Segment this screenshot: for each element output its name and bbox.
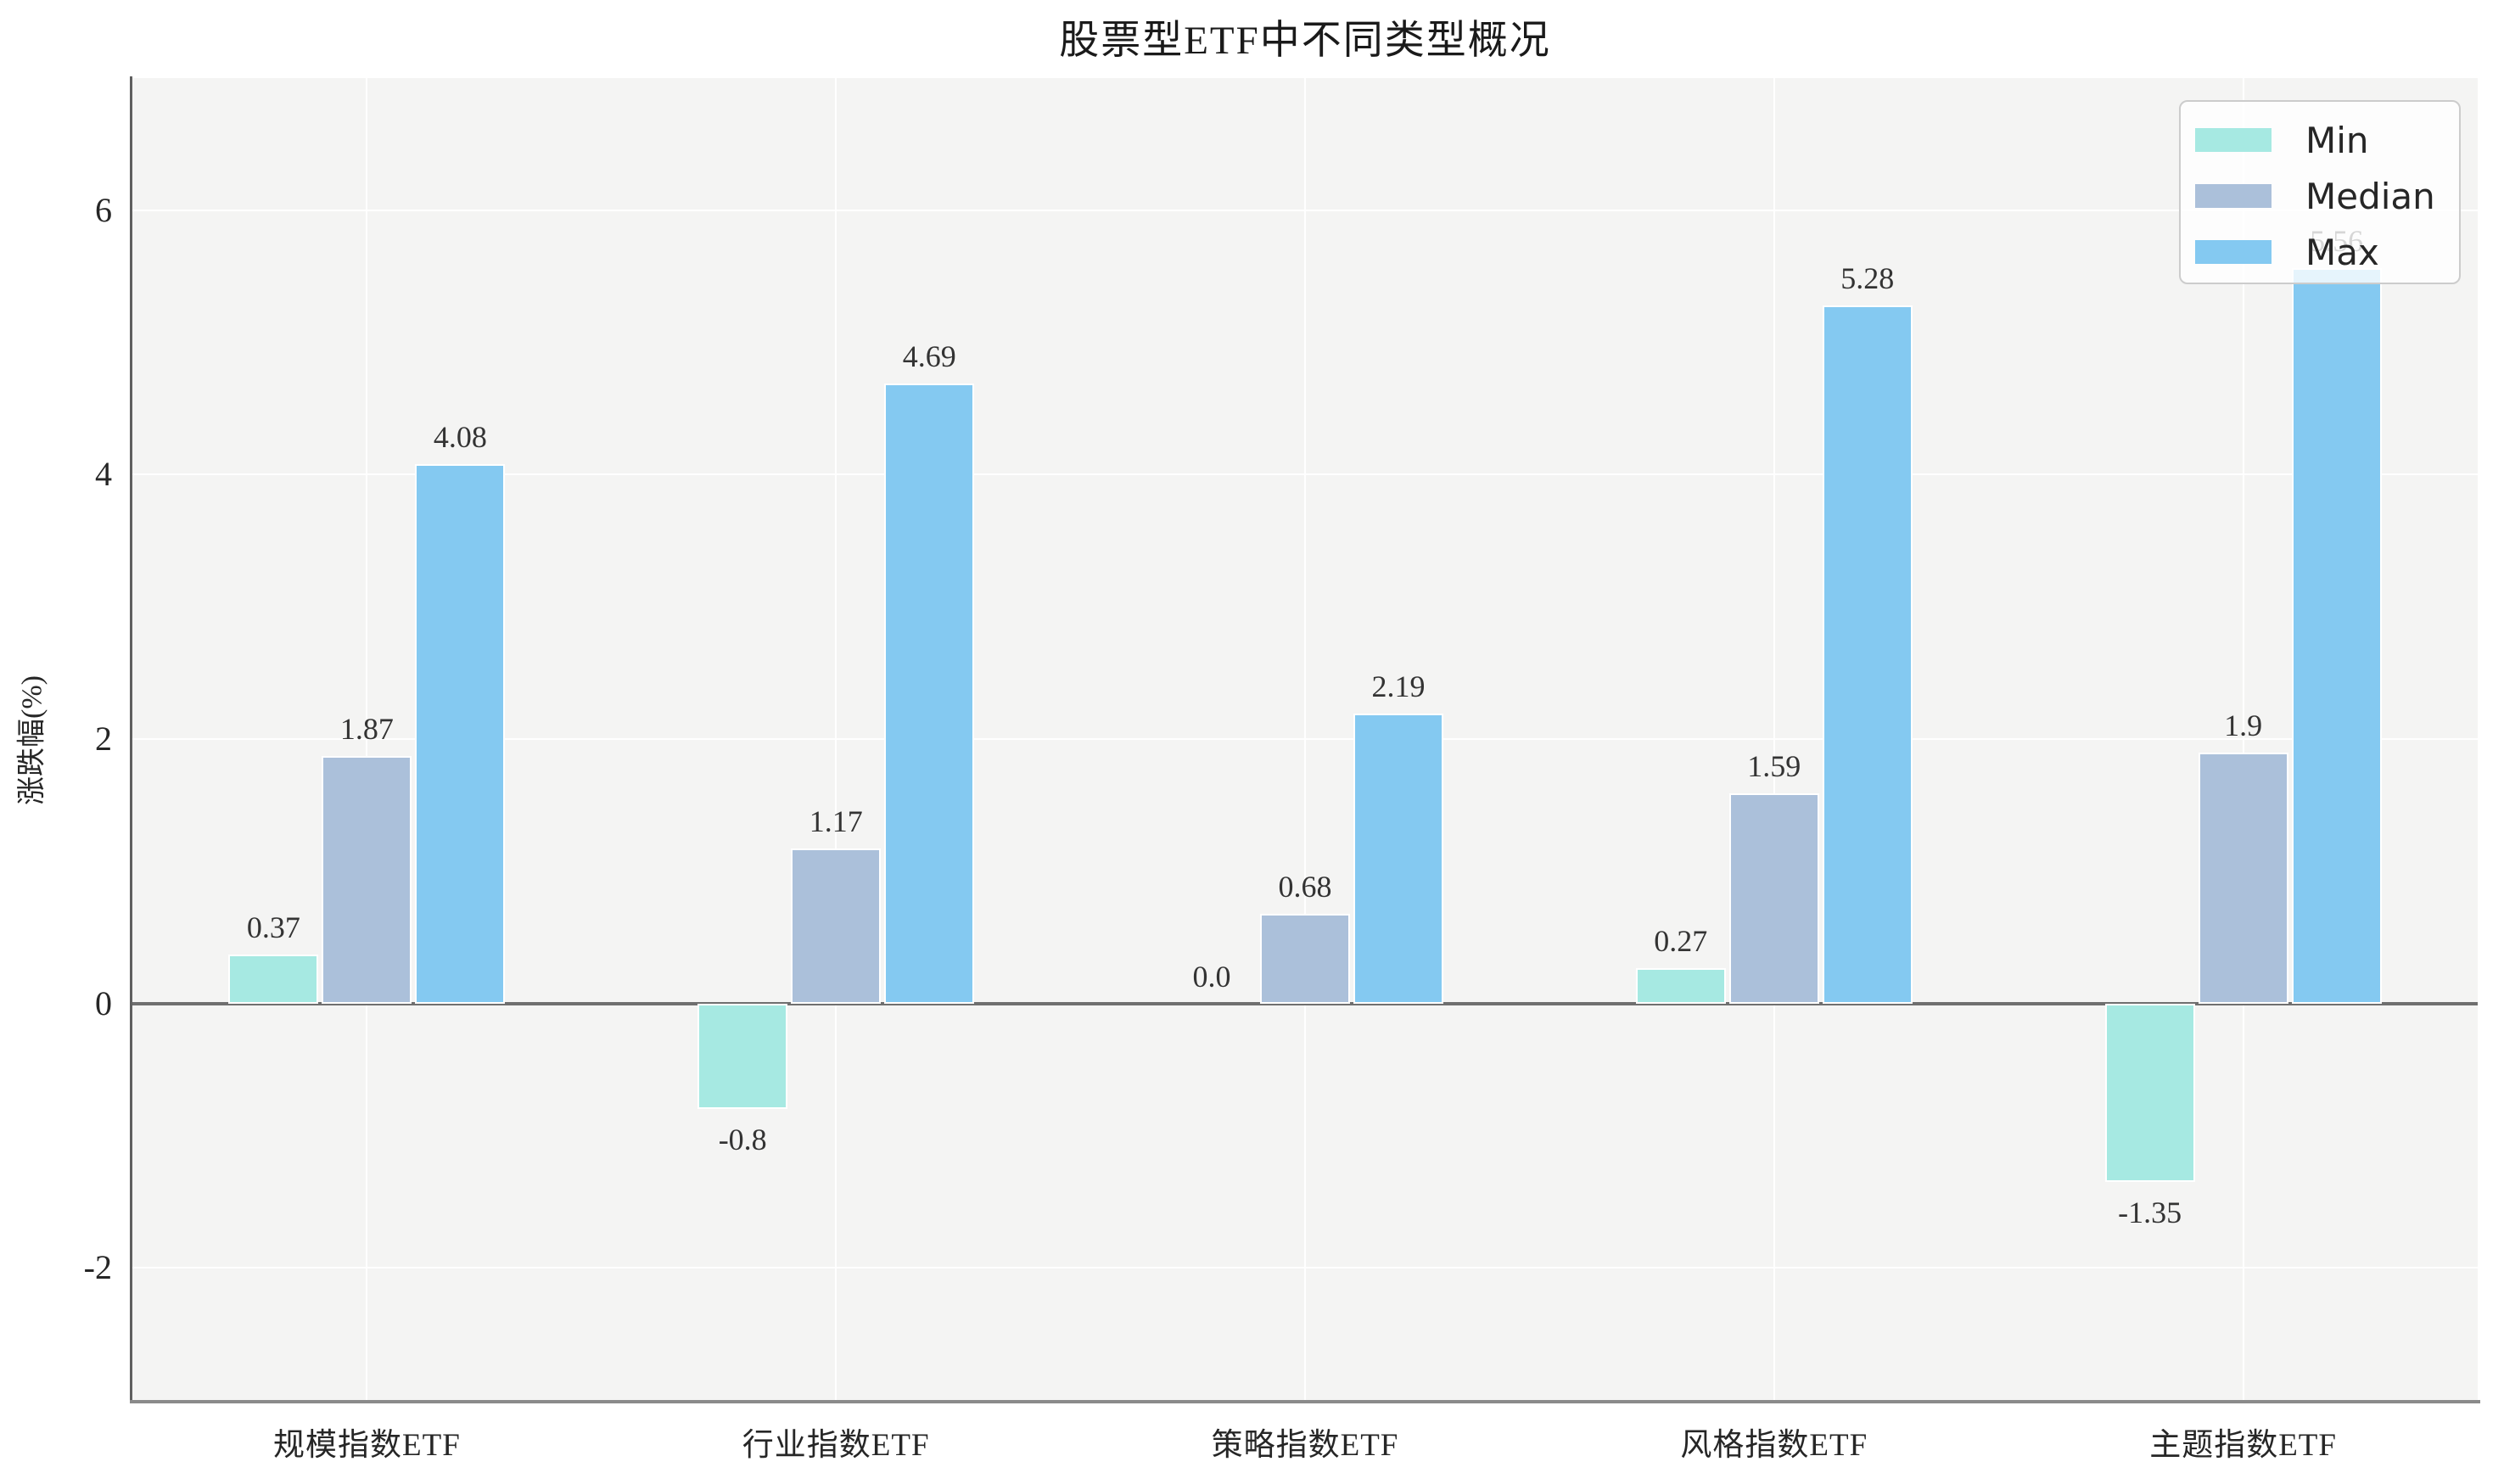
y-tick-label: 2 [95, 720, 112, 758]
bar-median [1260, 913, 1350, 1004]
y-tick-label: 0 [95, 983, 112, 1022]
bar-median [791, 848, 882, 1004]
zero-line [132, 1001, 2478, 1005]
bar-value-label: 1.9 [2224, 708, 2263, 742]
bar-max [415, 463, 506, 1004]
bar-min [697, 1003, 788, 1110]
bar-value-label: -0.8 [718, 1123, 767, 1157]
y-tick-label: -2 [83, 1248, 112, 1287]
legend-label: Min [2305, 119, 2369, 161]
chart-title: 股票型ETF中不同类型概况 [1059, 19, 1551, 63]
horizontal-gridline [132, 738, 2478, 740]
bar-min [2104, 1003, 2195, 1182]
bar-value-label: 4.08 [433, 419, 487, 454]
bar-max [1353, 714, 1443, 1004]
bar-min [228, 954, 319, 1004]
bar-median [322, 756, 412, 1004]
x-tick-label: 风格指数ETF [1680, 1428, 1868, 1463]
bar-value-label: 0.68 [1278, 869, 1332, 904]
bar-value-label: 1.87 [339, 712, 394, 747]
y-axis-spine [130, 76, 132, 1402]
x-axis-spine [130, 1400, 2480, 1403]
bar-value-label: 2.19 [1371, 669, 1426, 704]
legend-color-patch [2195, 184, 2272, 208]
bar-value-label: 0.37 [246, 910, 300, 944]
x-tick-label: 规模指数ETF [273, 1428, 461, 1463]
legend-label: Median [2305, 175, 2435, 217]
bar-value-label: 1.59 [1747, 748, 1801, 783]
bar-value-label: 0.27 [1654, 923, 1708, 958]
legend-row: Min [2195, 112, 2459, 168]
legend-row: Max [2195, 224, 2459, 280]
legend: Min Median Max [2179, 100, 2461, 284]
horizontal-gridline [132, 1267, 2478, 1269]
bar-max [2291, 268, 2382, 1004]
legend-color-patch [2195, 240, 2272, 264]
bar-value-label: -1.35 [2118, 1195, 2182, 1229]
legend-row: Median [2195, 168, 2459, 224]
bar-median [1728, 792, 1819, 1004]
bar-max [884, 383, 975, 1004]
bar-min [1635, 967, 1726, 1004]
y-tick-label: 6 [95, 190, 112, 229]
plot-area: 0.37 -0.8 0.0 0.27 -1.35 1.87 1.17 0.68 1.59 1.9 4… [132, 78, 2478, 1400]
bar-max [1822, 305, 1913, 1004]
x-tick-label: 主题指数ETF [2149, 1428, 2337, 1463]
x-tick-label: 策略指数ETF [1211, 1428, 1399, 1463]
horizontal-gridline [132, 473, 2478, 476]
y-tick-label: 4 [95, 455, 112, 494]
x-tick-label: 行业指数ETF [742, 1428, 930, 1463]
bar-median [2198, 752, 2288, 1004]
bar-value-label: 5.28 [1840, 260, 1895, 295]
bar-value-label: 0.0 [1192, 959, 1231, 994]
legend-label: Max [2305, 231, 2379, 273]
bar-value-label: 4.69 [902, 339, 956, 373]
bar-value-label: 1.17 [809, 804, 863, 839]
horizontal-gridline [132, 209, 2478, 211]
legend-color-patch [2195, 128, 2272, 152]
